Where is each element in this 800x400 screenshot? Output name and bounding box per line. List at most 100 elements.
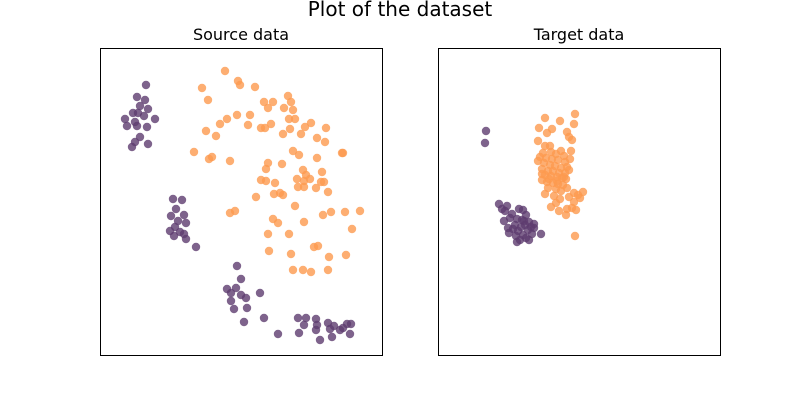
scatter-point-class-1 [211, 131, 221, 141]
scatter-point-class-1 [263, 103, 273, 113]
scatter-point-class-1 [306, 118, 316, 128]
figure-title: Plot of the dataset [308, 0, 493, 21]
scatter-point-class-0 [536, 229, 546, 239]
scatter-point-class-1 [298, 265, 308, 275]
scatter-point-class-0 [139, 111, 149, 121]
panel-title-target: Target data [533, 25, 625, 44]
scatter-point-class-0 [503, 223, 513, 233]
scatter-point-class-1 [261, 164, 271, 174]
scatter-point-class-1 [266, 119, 276, 129]
scatter-point-class-0 [171, 204, 181, 214]
scatter-point-class-0 [338, 323, 348, 333]
scatter-point-class-1 [564, 165, 574, 175]
scatter-point-class-1 [293, 182, 303, 192]
scatter-point-class-0 [141, 80, 151, 90]
scatter-point-class-1 [268, 97, 278, 107]
scatter-point-class-1 [250, 82, 260, 92]
scatter-point-class-0 [181, 218, 191, 228]
scatter-point-class-0 [325, 324, 335, 334]
scatter-point-class-1 [561, 210, 571, 220]
scatter-point-class-1 [290, 114, 300, 124]
scatter-point-class-0 [177, 195, 187, 205]
scatter-point-class-1 [569, 119, 579, 129]
scatter-point-class-0 [229, 304, 239, 314]
panel-source: Source data [100, 25, 383, 356]
scatter-point-class-0 [520, 220, 530, 230]
scatter-point-class-1 [341, 250, 351, 260]
scatter-point-class-0 [301, 313, 311, 323]
axes-frame-source [100, 48, 383, 356]
scatter-point-class-1 [566, 146, 576, 156]
scatter-point-class-1 [225, 208, 235, 218]
scatter-point-class-0 [168, 194, 178, 204]
scatter-point-class-1 [220, 66, 230, 76]
scatter-point-class-1 [324, 252, 334, 262]
scatter-point-class-1 [554, 206, 564, 216]
scatter-point-class-0 [345, 329, 355, 339]
scatter-point-class-1 [533, 136, 543, 146]
scatter-point-class-1 [273, 218, 283, 228]
scatter-point-class-1 [547, 124, 557, 134]
scatter-point-class-1 [305, 174, 315, 184]
scatter-point-class-1 [570, 231, 580, 241]
scatter-point-class-1 [207, 152, 217, 162]
scatter-point-class-0 [512, 237, 522, 247]
scatter-point-class-1 [225, 156, 235, 166]
scatter-point-class-1 [277, 159, 287, 169]
scatter-point-class-1 [540, 113, 550, 123]
scatter-point-class-1 [321, 123, 331, 133]
scatter-point-class-0 [143, 104, 153, 114]
scatter-point-class-0 [273, 329, 283, 339]
scatter-point-class-0 [481, 126, 491, 136]
scatter-point-class-1 [232, 110, 242, 120]
scatter-point-class-1 [319, 177, 329, 187]
scatter-point-class-1 [284, 229, 294, 239]
scatter-point-class-1 [286, 97, 296, 107]
scatter-point-class-0 [132, 121, 142, 131]
scatter-point-class-1 [318, 210, 328, 220]
scatter-point-class-1 [284, 114, 294, 124]
scatter-point-class-1 [294, 150, 304, 160]
scatter-point-class-1 [251, 192, 261, 202]
scatter-point-class-0 [150, 114, 160, 124]
scatter-point-class-0 [142, 122, 152, 132]
scatter-point-class-1 [215, 119, 225, 129]
scatter-point-class-1 [347, 224, 357, 234]
scatter-point-class-1 [544, 174, 554, 184]
scatter-point-class-0 [518, 205, 528, 215]
scatter-point-class-1 [288, 105, 298, 115]
scatter-point-class-1 [570, 109, 580, 119]
scatter-point-class-1 [288, 146, 298, 156]
scatter-point-class-0 [143, 139, 153, 149]
scatter-point-class-1 [555, 116, 565, 126]
scatter-point-class-0 [293, 313, 303, 323]
scatter-point-class-1 [534, 123, 544, 133]
scatter-point-class-1 [546, 202, 556, 212]
scatter-point-class-1 [313, 241, 323, 251]
scatter-point-class-1 [537, 169, 547, 179]
scatter-point-class-1 [562, 183, 572, 193]
scatter-point-class-1 [288, 265, 298, 275]
scatter-point-class-0 [259, 313, 269, 323]
scatter-point-class-0 [169, 231, 179, 241]
scatter-point-class-1 [203, 95, 213, 105]
scatter-point-class-0 [179, 229, 189, 239]
scatter-point-class-0 [299, 320, 309, 330]
scatter-point-class-1 [312, 133, 322, 143]
panel-target: Target data [438, 25, 721, 356]
scatter-point-class-1 [311, 183, 321, 193]
scatter-point-class-1 [323, 187, 333, 197]
scatter-point-class-1 [263, 229, 273, 239]
scatter-point-class-0 [239, 317, 249, 327]
scatter-point-class-1 [575, 193, 585, 203]
scatter-point-class-0 [226, 288, 236, 298]
scatter-point-class-1 [306, 267, 316, 277]
scatter-point-class-1 [235, 80, 245, 90]
scatter-point-class-1 [320, 137, 330, 147]
scatter-point-class-1 [264, 246, 274, 256]
scatter-point-class-1 [559, 172, 569, 182]
scatter-point-class-1 [317, 167, 327, 177]
scatter-point-class-1 [571, 205, 581, 215]
scatter-point-class-1 [260, 123, 270, 133]
